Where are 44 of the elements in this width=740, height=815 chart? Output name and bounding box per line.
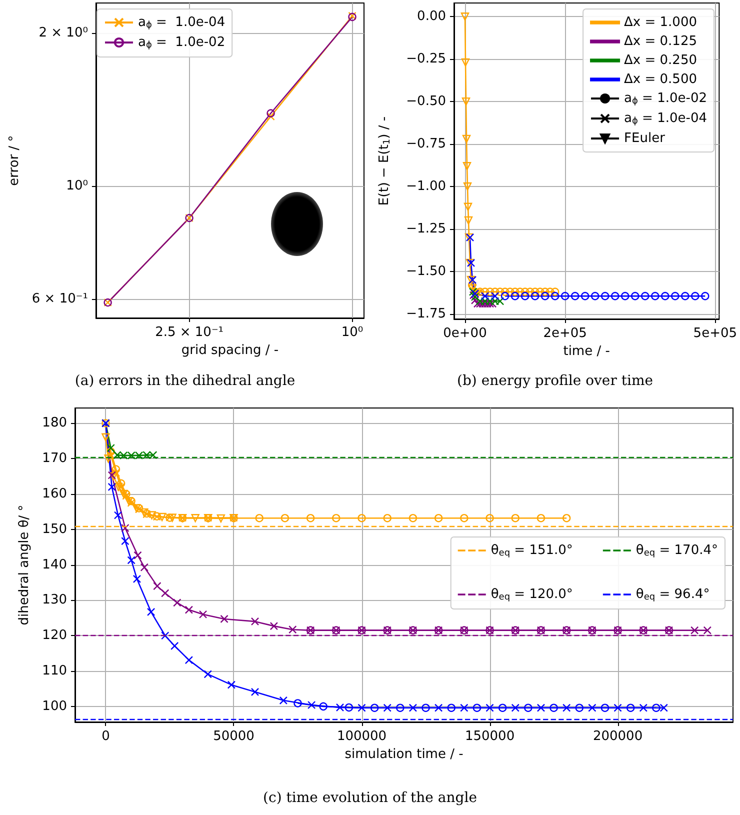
- x-tick-label: 2.5 × 10⁻¹: [155, 325, 224, 340]
- y-axis-title: error / °: [7, 135, 22, 186]
- x-tick-label: 150000: [464, 729, 515, 744]
- y-tick-label: −1.25: [406, 221, 446, 236]
- x-tick-label: 50000: [213, 729, 254, 744]
- text: (b) energy profile over time: [457, 373, 653, 389]
- y-tick-label: 130: [42, 592, 67, 608]
- y-tick-label: 150: [42, 522, 67, 537]
- y-axis-title: E(t) − E(t1) / -: [377, 116, 392, 206]
- x-tick-label: 2e+05: [543, 326, 587, 341]
- y-tick-label: −1.75: [406, 306, 446, 322]
- x-axis-title: simulation time / -: [344, 746, 464, 762]
- y-tick-label: −0.50: [406, 94, 446, 110]
- x-axis-title: grid spacing / -: [181, 342, 279, 358]
- x-tick-label: 200000: [592, 729, 643, 744]
- y-tick-label: 100: [42, 698, 67, 714]
- x-tick-label: 0e+00: [443, 326, 487, 341]
- y-tick-label: 170: [42, 451, 67, 466]
- y-tick-label: −0.25: [406, 52, 446, 67]
- x-tick-label: 100000: [336, 729, 387, 744]
- y-tick-label: −1.00: [406, 178, 446, 194]
- legend-label: Δx = 0.250: [624, 53, 698, 68]
- legend-label: Δx = 1.000: [624, 15, 698, 30]
- y-tick-label: 2 × 10⁰: [38, 25, 88, 40]
- x-tick-label: 0: [102, 729, 110, 744]
- y-tick-label: −1.50: [406, 264, 446, 279]
- y-tick-label: 140: [42, 557, 67, 572]
- legend-label: Δx = 0.500: [624, 72, 698, 87]
- y-tick-label: −0.75: [406, 136, 446, 152]
- x-tick-label: 10⁰: [341, 325, 364, 340]
- y-tick-label: 180: [42, 416, 67, 431]
- text: (a) errors in the dihedral angle: [74, 373, 296, 389]
- y-tick-label: 10⁰: [66, 178, 88, 194]
- legend-label: FEuler: [624, 131, 666, 146]
- y-tick-label: 6 × 10⁻¹: [32, 291, 88, 306]
- y-tick-label: 160: [42, 486, 67, 502]
- y-tick-label: 110: [42, 664, 67, 679]
- x-tick-label: 5e+05: [693, 326, 738, 341]
- text: (c) time evolution of the angle: [263, 790, 477, 806]
- legend-label: Δx = 0.125: [624, 34, 698, 49]
- y-axis-title: dihedral angle θ/ °: [17, 504, 32, 626]
- x-axis-title: time / -: [563, 344, 610, 359]
- y-tick-label: 0.00: [417, 9, 446, 24]
- y-tick-label: 120: [42, 628, 67, 644]
